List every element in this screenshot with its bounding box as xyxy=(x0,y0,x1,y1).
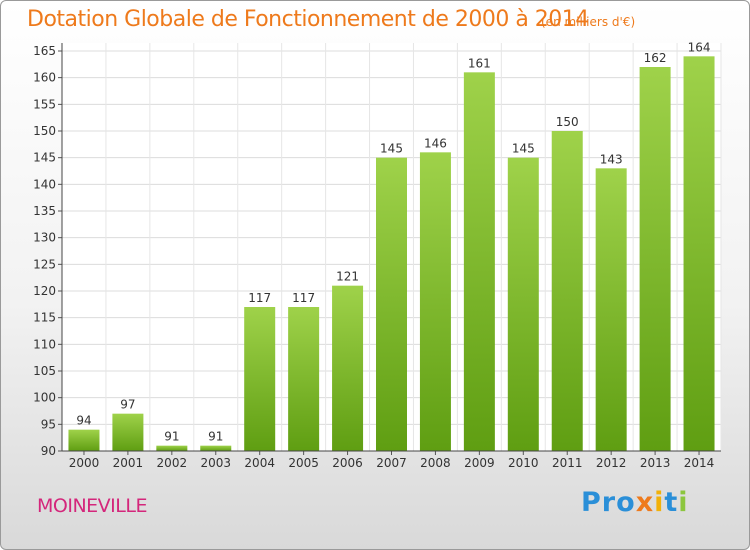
bar xyxy=(332,285,364,451)
bar xyxy=(639,67,671,451)
y-tick-label: 100 xyxy=(33,391,56,405)
y-tick-label: 135 xyxy=(33,204,56,218)
logo-letter: t xyxy=(664,487,679,518)
y-tick-label: 125 xyxy=(33,257,56,271)
bar-value-label: 161 xyxy=(468,56,491,70)
bar-value-label: 162 xyxy=(644,51,667,65)
bar-value-label: 146 xyxy=(424,136,447,150)
bar-value-label: 91 xyxy=(164,430,179,444)
bar xyxy=(288,307,320,451)
bar-value-label: 97 xyxy=(120,398,135,412)
x-tick-label: 2008 xyxy=(420,456,451,470)
y-tick-label: 110 xyxy=(33,337,56,351)
y-tick-label: 130 xyxy=(33,231,56,245)
bar-value-label: 94 xyxy=(76,414,91,428)
x-tick-label: 2011 xyxy=(552,456,583,470)
bar xyxy=(595,168,627,452)
bar xyxy=(683,56,715,451)
logo-letter: i xyxy=(654,487,665,518)
x-tick-label: 2007 xyxy=(376,456,407,470)
bar-value-label: 145 xyxy=(380,142,403,156)
bar xyxy=(68,429,100,451)
x-tick-label: 2014 xyxy=(684,456,715,470)
y-tick-label: 115 xyxy=(33,311,56,325)
chart-title: Dotation Globale de Fonctionnement de 20… xyxy=(27,7,589,32)
logo-letter: r xyxy=(601,487,617,518)
y-tick-label: 90 xyxy=(41,444,56,458)
bar-value-label: 91 xyxy=(208,430,223,444)
x-tick-label: 2006 xyxy=(332,456,363,470)
proxiti-logo: Proxiti xyxy=(581,487,689,518)
bar-value-label: 143 xyxy=(600,152,623,166)
logo-letter: P xyxy=(581,487,602,518)
x-tick-label: 2004 xyxy=(244,456,275,470)
bar xyxy=(112,413,144,451)
bar xyxy=(244,307,276,451)
bar-value-label: 164 xyxy=(688,40,711,54)
x-tick-label: 2013 xyxy=(640,456,671,470)
logo-letter: o xyxy=(616,487,636,518)
bar-value-label: 150 xyxy=(556,115,579,129)
y-tick-label: 120 xyxy=(33,284,56,298)
bar xyxy=(463,72,495,451)
y-tick-label: 160 xyxy=(33,71,56,85)
y-tick-label: 95 xyxy=(41,417,56,431)
bar-value-label: 117 xyxy=(248,291,271,305)
x-tick-label: 2005 xyxy=(288,456,319,470)
bar-value-label: 121 xyxy=(336,270,359,284)
bar xyxy=(156,445,188,451)
bar-value-label: 117 xyxy=(292,291,315,305)
y-tick-label: 150 xyxy=(33,124,56,138)
bar xyxy=(507,157,539,451)
bar xyxy=(419,152,451,452)
x-tick-label: 2010 xyxy=(508,456,539,470)
x-tick-label: 2001 xyxy=(113,456,144,470)
bar xyxy=(376,157,407,451)
chart-unit: (en milliers d'€) xyxy=(541,15,636,29)
x-tick-label: 2000 xyxy=(69,456,100,470)
y-tick-label: 155 xyxy=(33,97,56,111)
commune-name: MOINEVILLE xyxy=(37,495,147,517)
x-tick-label: 2002 xyxy=(157,456,188,470)
y-tick-label: 145 xyxy=(33,151,56,165)
y-tick-label: 140 xyxy=(33,177,56,191)
x-tick-label: 2012 xyxy=(596,456,627,470)
logo-letter: x xyxy=(635,487,655,518)
y-tick-label: 165 xyxy=(33,44,56,58)
bar xyxy=(200,445,232,451)
x-tick-label: 2003 xyxy=(200,456,231,470)
bar xyxy=(551,131,583,451)
bar-value-label: 145 xyxy=(512,142,535,156)
y-tick-label: 105 xyxy=(33,364,56,378)
x-tick-label: 2009 xyxy=(464,456,495,470)
logo-letter: i xyxy=(678,487,689,518)
